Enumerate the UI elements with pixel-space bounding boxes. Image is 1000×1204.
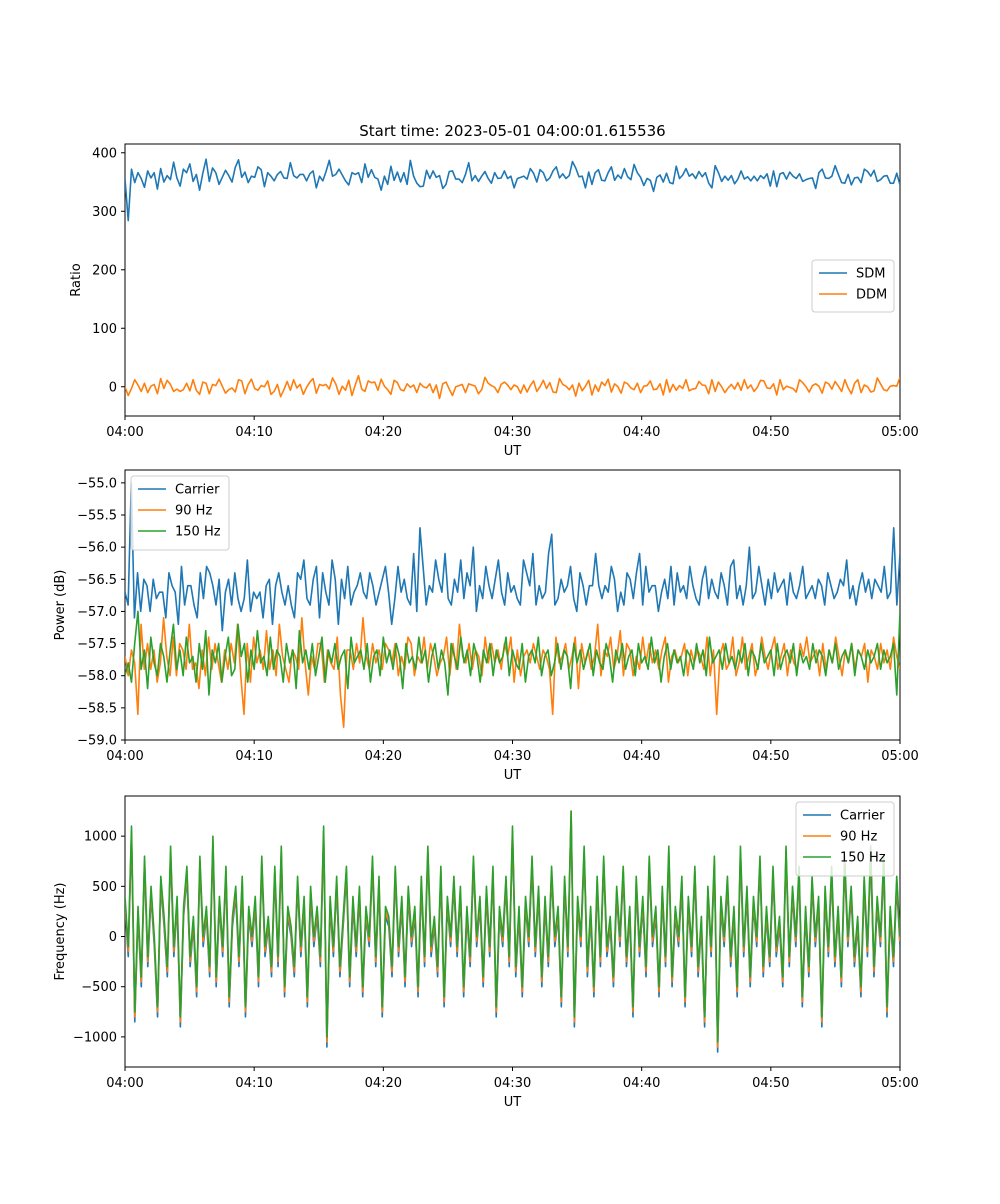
x-tick-label: 04:00 [106, 425, 143, 440]
y-tick-label: −59.0 [77, 734, 117, 749]
figure-title: Start time: 2023-05-01 04:00:01.615536 [359, 122, 665, 140]
x-tick-label: 04:40 [623, 749, 660, 764]
plot-frame-2 [124, 469, 901, 741]
legend-label: Carrier [840, 809, 885, 824]
x-tick-label: 05:00 [881, 749, 918, 764]
y-axis-label: Frequency (Hz) [53, 882, 68, 980]
y-tick-label: −57.0 [77, 605, 117, 620]
x-axis-label: UT [504, 768, 522, 783]
y-tick-label: 1000 [84, 830, 117, 845]
y-tick-label: 500 [92, 880, 117, 895]
x-tick-label: 04:10 [235, 1076, 272, 1091]
series-line-carrier [125, 482, 900, 632]
series-line-150-hz [125, 810, 900, 1043]
x-axis-label: UT [504, 1095, 522, 1110]
y-tick-label: −58.5 [77, 701, 117, 716]
legend-label: SDM [856, 267, 885, 282]
legend-label: 90 Hz [840, 830, 877, 845]
x-tick-label: 04:30 [494, 425, 531, 440]
series-line-150-hz [125, 610, 900, 696]
legend-label: 150 Hz [175, 525, 221, 540]
legend-label: 150 Hz [840, 851, 886, 866]
legend-label: DDM [856, 288, 887, 303]
y-tick-label: 0 [109, 380, 117, 395]
legend-label: 90 Hz [175, 504, 212, 519]
x-tick-label: 04:50 [752, 1076, 789, 1091]
series-line-ddm [125, 374, 900, 400]
y-tick-label: 400 [92, 146, 117, 161]
y-tick-label: 100 [92, 322, 117, 337]
x-tick-label: 04:20 [365, 749, 402, 764]
x-tick-label: 04:00 [106, 1076, 143, 1091]
x-tick-label: 04:20 [365, 1076, 402, 1091]
y-tick-label: −1000 [73, 1030, 117, 1045]
legend-label: Carrier [175, 483, 220, 498]
x-tick-label: 04:00 [106, 749, 143, 764]
x-tick-label: 05:00 [881, 425, 918, 440]
y-tick-label: −55.0 [77, 476, 117, 491]
y-tick-label: 300 [92, 205, 117, 220]
y-tick-label: −56.5 [77, 573, 117, 588]
x-tick-label: 04:30 [494, 749, 531, 764]
series-line-90-hz [125, 617, 900, 728]
series-line-sdm [125, 158, 900, 222]
y-tick-label: 200 [92, 263, 117, 278]
y-axis-label: Ratio [69, 263, 84, 296]
y-tick-label: −500 [81, 980, 117, 995]
y-axis-label: Power (dB) [53, 570, 68, 641]
x-tick-label: 04:20 [365, 425, 402, 440]
x-axis-label: UT [504, 444, 522, 459]
y-tick-label: −58.0 [77, 669, 117, 684]
y-tick-label: −56.0 [77, 541, 117, 556]
x-tick-label: 04:50 [752, 749, 789, 764]
x-tick-label: 04:10 [235, 749, 272, 764]
x-tick-label: 04:40 [623, 425, 660, 440]
y-tick-label: 0 [109, 930, 117, 945]
y-tick-label: −55.5 [77, 509, 117, 524]
x-tick-label: 04:50 [752, 425, 789, 440]
x-tick-label: 04:10 [235, 425, 272, 440]
x-tick-label: 04:40 [623, 1076, 660, 1091]
x-tick-label: 05:00 [881, 1076, 918, 1091]
x-tick-label: 04:30 [494, 1076, 531, 1091]
y-tick-label: −57.5 [77, 637, 117, 652]
